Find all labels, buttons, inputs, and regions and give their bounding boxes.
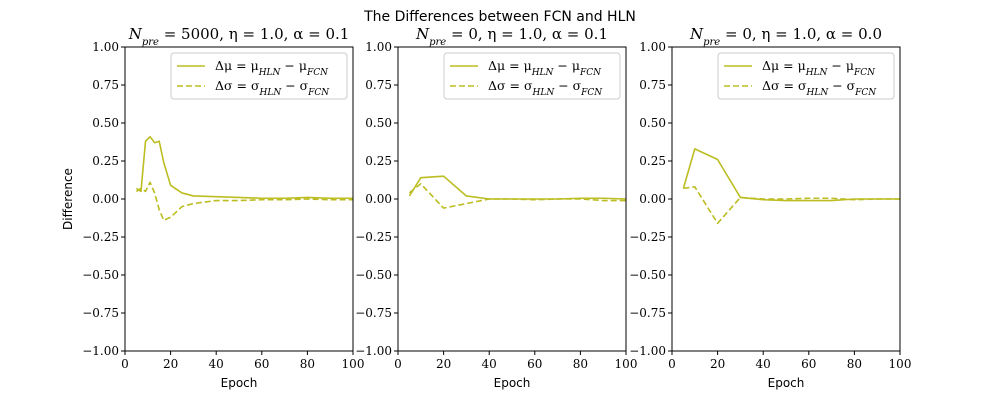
x-tick-label: 80	[300, 357, 315, 371]
subplot-title: Npre = 5000, η = 1.0, α = 0.1	[128, 25, 350, 48]
x-tick-label: 100	[342, 357, 365, 371]
x-tick-label: 100	[615, 357, 638, 371]
subplots-container: Npre = 5000, η = 1.0, α = 0.1 0 20 40 60 80 10…	[61, 25, 911, 390]
y-tick-label: −0.75	[355, 306, 392, 320]
x-axis-label: Epoch	[768, 376, 805, 390]
series-delta-sigma-line	[135, 181, 353, 222]
x-tick-label: 20	[710, 357, 725, 371]
legend-frame	[717, 52, 895, 100]
x-tick-label: 40	[209, 357, 224, 371]
x-tick-label: 80	[847, 357, 862, 371]
legend-label-delta-sigma: Δσ = σHLN − σFCN	[215, 78, 330, 98]
x-tick-label: 0	[394, 357, 402, 371]
x-tick-label: 0	[668, 357, 676, 371]
y-tick-label: 0.00	[365, 192, 392, 206]
subplot-title: Npre = 0, η = 1.0, α = 0.0	[689, 25, 882, 48]
y-tick-label: 1.00	[92, 40, 119, 54]
y-tick-label: 0.50	[92, 116, 119, 130]
series-delta-sigma-line	[408, 183, 626, 209]
y-tick-label: 0.50	[639, 116, 666, 130]
y-tick-label: 0.25	[365, 154, 392, 168]
y-tick-label: 1.00	[365, 40, 392, 54]
series-delta-mu-line	[408, 175, 626, 200]
y-tick-label: −1.00	[629, 344, 666, 358]
subplot-3: Npre = 0, η = 1.0, α = 0.0 0 20 40 60 80 100 −1…	[629, 25, 911, 390]
x-tick-label: 20	[163, 357, 178, 371]
y-tick-label: 0.75	[639, 78, 666, 92]
series-delta-sigma-line	[683, 186, 900, 225]
x-axis-label: Epoch	[494, 376, 531, 390]
y-tick-label: −0.50	[629, 268, 666, 282]
legend-frame	[170, 52, 348, 100]
y-tick-label: −0.25	[629, 230, 666, 244]
figure-suptitle: The Differences between FCN and HLN	[363, 9, 636, 25]
series-delta-mu-line	[682, 148, 900, 202]
y-tick-label: 0.00	[639, 192, 666, 206]
x-tick-label: 40	[482, 357, 497, 371]
x-tick-label: 100	[889, 357, 912, 371]
y-tick-label: −0.75	[82, 306, 119, 320]
y-tick-label: 0.75	[92, 78, 119, 92]
y-tick-label: −0.50	[355, 268, 392, 282]
x-tick-label: 60	[527, 357, 542, 371]
subplot-title: Npre = 0, η = 1.0, α = 0.1	[415, 25, 608, 48]
x-tick-label: 40	[756, 357, 771, 371]
y-axis-label: Difference	[61, 168, 75, 230]
legend-frame	[443, 52, 621, 100]
y-tick-label: −0.25	[82, 230, 119, 244]
legend-label-delta-mu: Δμ = μHLN − μFCN	[488, 58, 602, 78]
series-delta-mu-line	[135, 135, 353, 200]
x-tick-label: 60	[254, 357, 269, 371]
y-tick-label: 0.50	[365, 116, 392, 130]
legend-label-delta-mu: Δμ = μHLN − μFCN	[762, 58, 876, 78]
y-tick-label: 0.25	[92, 154, 119, 168]
y-tick-label: −0.75	[629, 306, 666, 320]
legend-label-delta-sigma: Δσ = σHLN − σFCN	[488, 78, 603, 98]
legend-label-delta-mu: Δμ = μHLN − μFCN	[215, 58, 329, 78]
y-tick-label: −1.00	[355, 344, 392, 358]
x-tick-label: 0	[121, 357, 129, 371]
y-tick-label: 0.75	[365, 78, 392, 92]
x-axis-label: Epoch	[221, 376, 258, 390]
x-tick-label: 20	[436, 357, 451, 371]
subplot-1: Npre = 5000, η = 1.0, α = 0.1 0 20 40 60 80 10…	[61, 25, 364, 390]
y-tick-label: 0.25	[639, 154, 666, 168]
y-tick-label: −0.25	[355, 230, 392, 244]
legend-label-delta-sigma: Δσ = σHLN − σFCN	[762, 78, 877, 98]
x-tick-label: 60	[801, 357, 816, 371]
y-tick-label: −0.50	[82, 268, 119, 282]
y-tick-label: −1.00	[82, 344, 119, 358]
x-tick-label: 80	[573, 357, 588, 371]
subplot-2: Npre = 0, η = 1.0, α = 0.1 0 20 40 60 80 100 −1…	[355, 25, 637, 390]
y-tick-label: 0.00	[92, 192, 119, 206]
y-tick-label: 1.00	[639, 40, 666, 54]
